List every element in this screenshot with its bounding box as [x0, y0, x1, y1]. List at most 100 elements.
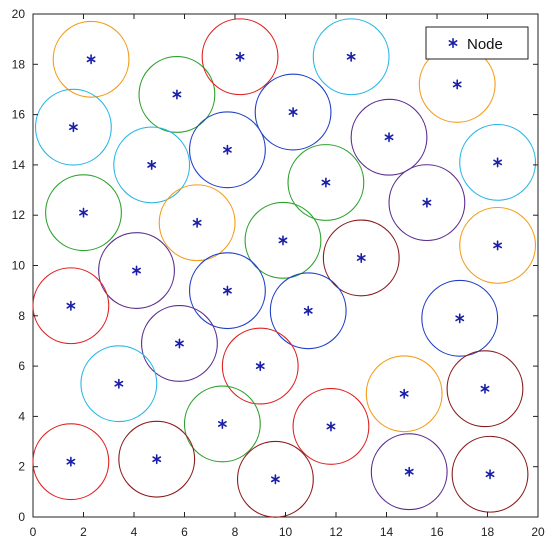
legend-node-marker-icon [448, 37, 458, 49]
node-marker [493, 240, 503, 251]
node-marker [356, 252, 366, 263]
plot-area-frame [32, 13, 539, 518]
node-marker [192, 217, 202, 228]
coverage-circle [201, 18, 279, 96]
node-marker [255, 361, 265, 372]
node-marker [235, 51, 245, 62]
y-tick-label: 16 [12, 108, 26, 122]
node-marker [384, 132, 394, 143]
node-marker [68, 122, 78, 133]
x-tick-label: 6 [181, 525, 188, 539]
legend-asterisk [448, 37, 458, 49]
y-tick-label: 6 [18, 359, 25, 373]
coverage-circle [80, 345, 158, 423]
coverage-circle [350, 98, 428, 176]
x-tick-label: 20 [531, 525, 545, 539]
coverage-circle [34, 88, 112, 166]
node-marker [66, 456, 76, 467]
coverage-circle [98, 232, 175, 309]
node-marker [452, 79, 462, 90]
coverage-circle [254, 73, 332, 151]
coverage-circle [287, 144, 365, 221]
y-tick-label: 12 [12, 208, 26, 222]
node-marker [346, 51, 356, 62]
coverage-circle [451, 435, 529, 513]
node-marker [132, 265, 141, 276]
coverage-circle [365, 355, 443, 433]
x-tick-label: 16 [430, 525, 444, 539]
x-tick-label: 8 [232, 525, 239, 539]
node-marker [493, 157, 503, 168]
x-tick-label: 4 [131, 525, 138, 539]
y-tick-label: 8 [18, 309, 25, 323]
x-tick-label: 12 [329, 525, 343, 539]
node-marker [270, 474, 280, 485]
node-markers [66, 51, 503, 485]
coverage-circle [183, 385, 261, 463]
node-marker [326, 421, 336, 432]
node-marker [86, 54, 96, 65]
coverage-circles [32, 18, 537, 518]
coverage-circle [459, 123, 537, 201]
coverage-circle [189, 252, 266, 330]
node-marker [222, 285, 232, 296]
coverage-circle [446, 350, 524, 428]
coverage-circle [269, 272, 347, 350]
node-marker [79, 207, 88, 218]
y-tick-label: 10 [12, 259, 26, 273]
node-marker [152, 454, 162, 465]
x-tick-label: 2 [80, 525, 87, 539]
node-marker [147, 159, 157, 170]
legend-box [425, 26, 529, 60]
node-marker [485, 469, 495, 480]
coverage-circle [138, 56, 216, 133]
y-axis: 0 2 4 6 8 10 12 14 16 18 20 [12, 7, 538, 524]
node-marker [217, 418, 227, 429]
y-tick-label: 18 [12, 57, 26, 71]
coverage-circle [45, 174, 122, 252]
x-tick-label: 14 [380, 525, 394, 539]
y-tick-label: 2 [18, 460, 25, 474]
coverage-circle [32, 267, 110, 345]
node-marker [399, 388, 409, 399]
coverage-circle [370, 433, 448, 511]
legend: Node [425, 26, 529, 60]
y-tick-label: 14 [12, 158, 26, 172]
coverage-circle [52, 20, 130, 98]
coverage-circle [459, 206, 537, 284]
coverage-circle [236, 440, 314, 518]
node-marker [172, 89, 182, 100]
y-tick-label: 20 [12, 7, 26, 21]
coverage-circle [141, 305, 218, 382]
coverage-circle [158, 184, 236, 262]
coverage-circle [312, 18, 390, 96]
node-marker [404, 466, 414, 477]
x-tick-label: 10 [279, 525, 293, 539]
coverage-circle [388, 164, 466, 242]
coverage-circle [189, 111, 266, 189]
coverage-circle [244, 201, 322, 279]
coverage-circle [113, 126, 191, 204]
node-marker [66, 300, 76, 311]
coverage-circle [322, 219, 400, 297]
legend-label-node: Node [467, 36, 503, 53]
coverage-circle [32, 423, 110, 501]
y-tick-label: 0 [18, 510, 25, 524]
coverage-circle [421, 279, 499, 357]
x-tick-label: 18 [481, 525, 495, 539]
node-marker [175, 338, 184, 349]
x-axis: 0 2 4 6 8 10 12 14 16 18 20 [30, 14, 545, 539]
coverage-circle [292, 388, 370, 465]
y-tick-label: 4 [18, 409, 25, 423]
node-marker [288, 107, 298, 118]
node-marker [114, 378, 124, 389]
node-marker [480, 383, 490, 394]
coverage-circle [118, 420, 196, 498]
node-marker [222, 144, 232, 155]
node-marker [321, 177, 331, 188]
node-marker [278, 235, 288, 246]
node-marker [303, 305, 313, 316]
x-tick-label: 0 [30, 525, 37, 539]
